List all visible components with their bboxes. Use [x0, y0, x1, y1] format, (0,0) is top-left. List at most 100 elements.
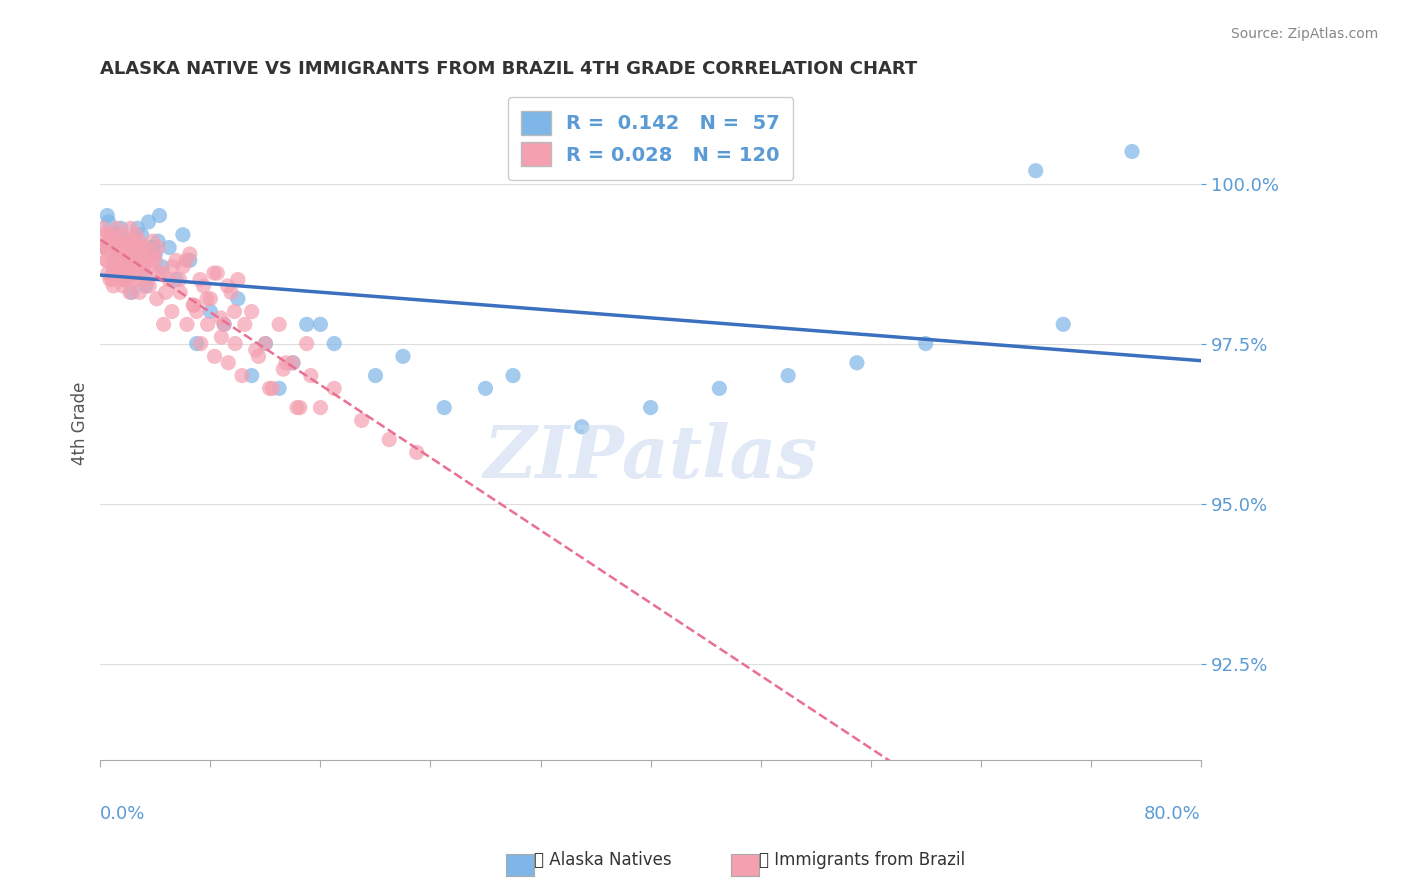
Point	[110, 221, 132, 235]
Point	[190, 336, 212, 351]
Point	[135, 279, 157, 293]
Point	[111, 227, 134, 242]
Point	[122, 272, 145, 286]
Point	[299, 368, 322, 383]
Point	[121, 234, 143, 248]
Point	[405, 445, 427, 459]
Point	[1121, 145, 1143, 159]
Point	[231, 368, 253, 383]
Point	[233, 318, 256, 332]
Point	[150, 260, 173, 274]
Point	[100, 227, 122, 242]
Point	[364, 368, 387, 383]
Text: ⬜ Alaska Natives: ⬜ Alaska Natives	[534, 851, 672, 869]
Point	[350, 413, 373, 427]
Point	[183, 298, 205, 312]
Point	[103, 241, 125, 255]
Point	[202, 266, 225, 280]
Point	[110, 247, 132, 261]
Point	[132, 260, 155, 274]
Point	[254, 336, 277, 351]
Point	[709, 381, 731, 395]
Point	[108, 260, 131, 274]
Point	[176, 253, 198, 268]
Point	[127, 221, 149, 235]
Point	[120, 234, 142, 248]
Point	[207, 266, 229, 280]
Point	[97, 227, 120, 242]
Point	[141, 253, 163, 268]
Point	[914, 336, 936, 351]
Point	[148, 209, 170, 223]
Point	[127, 272, 149, 286]
Point	[104, 227, 127, 242]
Point	[295, 336, 318, 351]
Point	[134, 241, 156, 255]
Point	[169, 272, 191, 286]
Point	[309, 318, 332, 332]
Point	[138, 215, 160, 229]
Point	[107, 266, 129, 280]
Point	[97, 266, 120, 280]
Point	[269, 381, 291, 395]
Point	[118, 253, 141, 268]
Point	[433, 401, 456, 415]
Point	[128, 285, 150, 300]
Point	[121, 285, 143, 300]
Point	[96, 253, 118, 268]
Point	[152, 318, 174, 332]
Point	[217, 356, 239, 370]
Point	[200, 292, 222, 306]
Point	[115, 260, 138, 274]
Point	[101, 272, 124, 286]
Point	[131, 227, 153, 242]
Point	[271, 362, 294, 376]
Point	[105, 234, 128, 248]
Point	[125, 227, 148, 242]
Point	[259, 381, 281, 395]
Point	[254, 336, 277, 351]
Point	[124, 266, 146, 280]
Point	[110, 241, 132, 255]
Point	[778, 368, 800, 383]
Y-axis label: 4th Grade: 4th Grade	[72, 382, 89, 466]
Point	[107, 260, 129, 274]
Point	[142, 247, 165, 261]
Point	[117, 234, 139, 248]
Point	[128, 234, 150, 248]
Text: ZIPatlas: ZIPatlas	[484, 422, 818, 492]
Point	[323, 381, 346, 395]
Point	[378, 433, 401, 447]
Point	[240, 304, 263, 318]
Point	[309, 401, 332, 415]
Point	[96, 209, 118, 223]
Text: Source: ZipAtlas.com: Source: ZipAtlas.com	[1230, 27, 1378, 41]
Point	[157, 241, 180, 255]
Point	[115, 241, 138, 255]
Point	[94, 241, 117, 255]
Point	[474, 381, 496, 395]
Point	[165, 253, 187, 268]
Point	[209, 330, 232, 344]
Point	[157, 272, 180, 286]
Point	[195, 292, 218, 306]
Point	[134, 266, 156, 280]
Point	[165, 272, 187, 286]
Point	[112, 272, 135, 286]
Point	[117, 234, 139, 248]
Point	[98, 234, 121, 248]
Point	[117, 266, 139, 280]
Point	[179, 247, 201, 261]
Point	[212, 318, 235, 332]
Point	[97, 215, 120, 229]
Point	[155, 285, 177, 300]
Point	[179, 253, 201, 268]
Point	[181, 298, 204, 312]
Point	[96, 253, 118, 268]
Point	[122, 241, 145, 255]
Point	[114, 253, 136, 268]
Point	[101, 260, 124, 274]
Point	[262, 381, 284, 395]
Point	[128, 253, 150, 268]
Point	[114, 272, 136, 286]
